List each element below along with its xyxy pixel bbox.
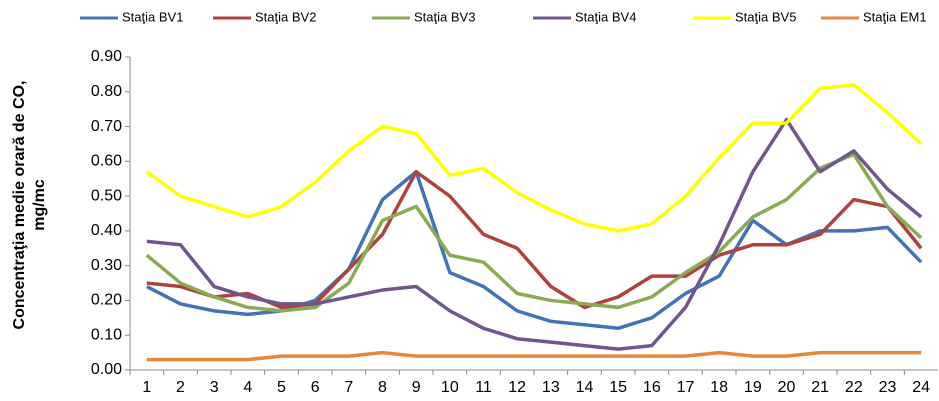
x-tick-label: 6 — [311, 379, 320, 396]
x-tick-label: 19 — [744, 379, 762, 396]
x-tick-label: 12 — [508, 379, 526, 396]
y-tick-label: 0.60 — [91, 153, 122, 170]
x-tick-label: 21 — [811, 379, 829, 396]
x-tick-label: 7 — [344, 379, 353, 396]
x-tick-label: 13 — [542, 379, 560, 396]
x-tick-label: 24 — [912, 379, 930, 396]
y-tick-label: 0.00 — [91, 361, 122, 378]
x-tick-label: 23 — [879, 379, 897, 396]
y-tick-label: 0.10 — [91, 326, 122, 343]
y-tick-label: 0.40 — [91, 222, 122, 239]
legend-label: Staţia BV5 — [735, 9, 796, 24]
series-line — [146, 350, 922, 362]
series-line — [145, 152, 923, 313]
x-tick-label: 14 — [576, 379, 594, 396]
y-tick-label: 0.30 — [91, 257, 122, 274]
series-line — [146, 170, 923, 331]
x-tick-label: 9 — [412, 379, 421, 396]
x-tick-label: 5 — [277, 379, 286, 396]
x-tick-label: 2 — [176, 379, 185, 396]
legend-label: Staţia EM1 — [863, 9, 927, 24]
legend-label: Staţia BV3 — [414, 9, 475, 24]
x-tick-label: 10 — [441, 379, 459, 396]
x-tick-label: 15 — [609, 379, 627, 396]
x-tick-label: 11 — [475, 379, 492, 396]
legend-label: Staţia BV4 — [575, 9, 636, 24]
x-tick-label: 1 — [142, 379, 151, 396]
y-tick-label: 0.80 — [91, 83, 122, 100]
y-axis-title: Concentraţia medie orară de CO, — [11, 81, 28, 330]
legend-label: Staţia BV2 — [255, 9, 316, 24]
x-tick-label: 20 — [778, 379, 796, 396]
x-tick-label: 8 — [378, 379, 387, 396]
y-tick-label: 0.90 — [91, 48, 122, 65]
y-tick-label: 0.70 — [91, 118, 122, 135]
x-tick-label: 22 — [845, 379, 863, 396]
x-tick-label: 18 — [710, 379, 728, 396]
x-tick-label: 17 — [677, 379, 695, 396]
legend-label: Staţia BV1 — [122, 9, 183, 24]
x-tick-label: 4 — [243, 379, 252, 396]
y-tick-label: 0.20 — [91, 292, 122, 309]
series-line — [146, 170, 923, 310]
x-tick-label: 3 — [210, 379, 219, 396]
series-line — [145, 83, 923, 233]
x-tick-label: 16 — [643, 379, 661, 396]
y-axis-title: mg/mc — [31, 179, 48, 231]
series-line — [146, 117, 923, 351]
y-tick-label: 0.50 — [91, 187, 122, 204]
